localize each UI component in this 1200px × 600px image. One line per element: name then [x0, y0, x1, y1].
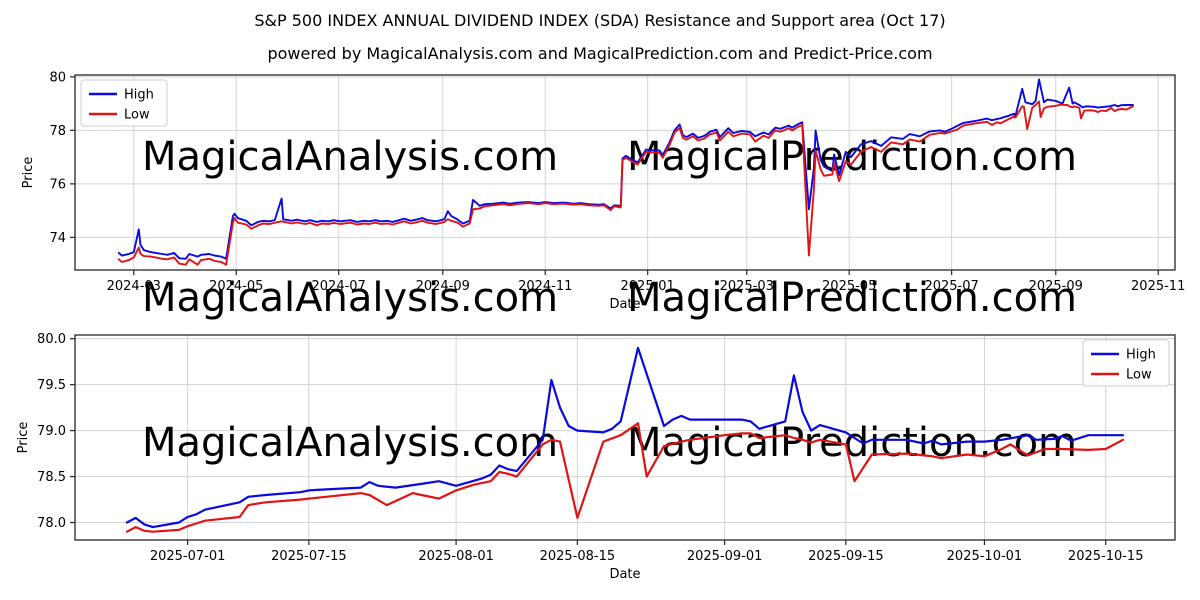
x-tick-label: 2024-07	[312, 279, 366, 294]
x-tick-label: 2025-07	[924, 279, 978, 294]
y-tick-label: 78.5	[37, 470, 66, 485]
y-tick-label: 79.5	[37, 378, 66, 393]
axes-spines	[74, 334, 1176, 541]
legend-high-label: High	[1126, 348, 1156, 363]
chart-subtitle: powered by MagicalAnalysis.com and Magic…	[267, 44, 932, 63]
high-line	[117, 78, 1134, 260]
x-tick-label: 2025-08-01	[418, 549, 494, 564]
x-tick-label: 2025-11	[1131, 279, 1185, 294]
x-tick-label: 2025-09-15	[808, 549, 884, 564]
x-tick-label: 2024-05	[209, 279, 263, 294]
y-tick-label: 78	[49, 124, 66, 139]
low-line	[125, 422, 1125, 533]
legend-high-label: High	[124, 88, 154, 103]
x-axis-label: Date	[609, 297, 640, 312]
top-chart: MagicalAnalysis.com MagicalPrediction.com…	[21, 70, 1185, 321]
x-tick-label: 2025-10-01	[947, 549, 1023, 564]
y-tick-label: 80.0	[37, 332, 66, 347]
x-tick-label: 2025-08-15	[540, 549, 616, 564]
bottom-chart: MagicalAnalysis.com MagicalPrediction.com…	[16, 332, 1176, 582]
y-tick-label: 79.0	[37, 424, 66, 439]
x-tick-label: 2025-07-15	[271, 549, 347, 564]
legend-low-label: Low	[1126, 368, 1152, 383]
x-tick-label: 2025-09-01	[687, 549, 763, 564]
x-tick-label: 2025-03	[720, 279, 774, 294]
x-tick-label: 2025-05	[822, 279, 876, 294]
y-tick-label: 76	[49, 177, 66, 192]
x-tick-label: 2025-07-01	[150, 549, 226, 564]
x-tick-label: 2025-09	[1029, 279, 1083, 294]
low-line	[117, 100, 1134, 266]
watermark-prediction: MagicalPrediction.com	[627, 275, 1077, 321]
legend-low-label: Low	[124, 108, 150, 123]
high-line	[125, 346, 1125, 529]
x-tick-label: 2024-11	[518, 279, 572, 294]
watermark-analysis: MagicalAnalysis.com	[142, 275, 558, 321]
y-axis-label: Price	[21, 157, 36, 189]
y-tick-label: 80	[49, 70, 66, 85]
y-axis-label: Price	[16, 422, 31, 454]
chart-title: S&P 500 INDEX ANNUAL DIVIDEND INDEX (SDA…	[254, 11, 945, 30]
x-tick-label: 2025-10-15	[1068, 549, 1144, 564]
x-tick-label: 2024-03	[107, 279, 161, 294]
watermark-prediction: MagicalPrediction.com	[627, 420, 1077, 466]
watermark-analysis: MagicalAnalysis.com	[142, 420, 558, 466]
axes-spines	[74, 74, 1176, 271]
watermark-analysis: MagicalAnalysis.com	[142, 134, 558, 180]
x-tick-label: 2025-01	[621, 279, 675, 294]
x-tick-label: 2024-09	[416, 279, 470, 294]
y-tick-label: 78.0	[37, 516, 66, 531]
y-tick-label: 74	[49, 231, 66, 246]
x-axis-label: Date	[609, 567, 640, 582]
